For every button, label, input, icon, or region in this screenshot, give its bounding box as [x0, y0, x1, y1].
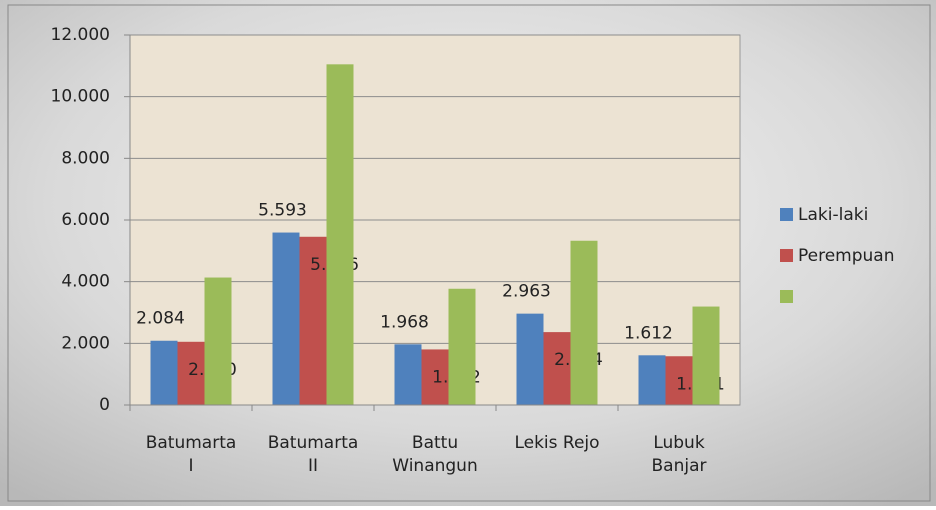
y-tick-label: 8.000 — [61, 148, 110, 168]
frame — [7, 4, 931, 502]
bar — [299, 236, 327, 405]
y-tick-label: 2.000 — [61, 333, 110, 353]
bar — [272, 232, 300, 405]
legend-swatch — [780, 208, 793, 221]
bar — [638, 355, 666, 405]
bar — [326, 64, 354, 405]
y-tick-label: 0 — [99, 395, 110, 415]
legend-swatch — [780, 290, 793, 303]
y-tick-label: 4.000 — [61, 272, 110, 292]
data-label: 2.084 — [136, 309, 185, 329]
x-tick-label: Batumarta II — [268, 433, 359, 476]
bar — [421, 349, 449, 405]
x-tick-label: Battu Winangun — [392, 433, 477, 476]
bar — [394, 344, 422, 405]
bar — [448, 288, 476, 405]
bar — [150, 340, 178, 405]
bar — [204, 277, 232, 405]
y-tick-label: 10.000 — [51, 87, 110, 107]
bar — [177, 341, 205, 405]
y-tick-label: 12.000 — [51, 25, 110, 45]
legend-label: Laki-laki — [798, 205, 868, 225]
data-label: 1.968 — [380, 312, 429, 332]
bar — [692, 306, 720, 405]
x-tick-label: Lubuk Banjar — [652, 433, 707, 476]
legend-swatch — [780, 249, 793, 262]
bar — [570, 240, 598, 405]
data-label: 2.963 — [502, 282, 551, 302]
legend-label: Perempuan — [798, 246, 895, 266]
x-tick-label: Batumarta I — [146, 433, 237, 476]
x-tick-label: Lekis Rejo — [514, 433, 599, 453]
bar — [665, 356, 693, 405]
bar — [516, 313, 544, 405]
data-label: 5.593 — [258, 201, 307, 221]
y-tick-label: 6.000 — [61, 210, 110, 230]
data-label: 1.612 — [624, 323, 673, 343]
bar — [543, 332, 571, 405]
